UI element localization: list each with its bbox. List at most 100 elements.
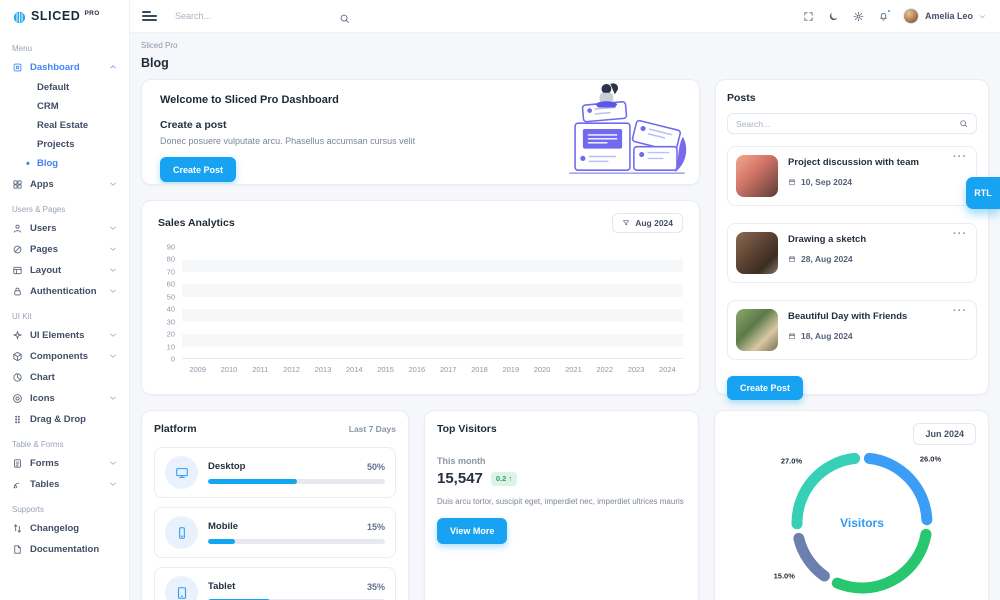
box-icon: [12, 351, 23, 362]
search-icon[interactable]: [339, 11, 350, 23]
sidebar-section-label: UI Kit: [12, 312, 32, 321]
drag-handle-icon: [12, 414, 23, 425]
notifications-icon[interactable]: [878, 8, 891, 22]
welcome-body: Donec posuere vulputate arcu. Phasellus …: [160, 136, 416, 146]
sidebar-section-label: Supports: [12, 505, 45, 514]
post-thumbnail: [736, 232, 778, 274]
sidebar-subitem-real-estate[interactable]: Real Estate: [37, 120, 89, 131]
sidebar-item-icons[interactable]: Icons: [12, 388, 117, 408]
post-options-icon[interactable]: ···: [953, 151, 967, 163]
spark-icon: [12, 330, 23, 341]
post-options-icon[interactable]: ···: [953, 228, 967, 240]
platform-percent: 15%: [366, 521, 385, 532]
desktop-icon: [175, 466, 189, 480]
sidebar-item-changelog[interactable]: Changelog: [12, 518, 117, 538]
post-item-drawing-a-sketch[interactable]: Drawing a sketch 28, Aug 2024 ···: [727, 223, 977, 283]
sidebar-subitem-default[interactable]: Default: [37, 82, 70, 93]
donut-segment-label: 26.0%: [919, 454, 942, 464]
y-tick-label: 80: [166, 254, 175, 264]
sidebar-item-label: Layout: [30, 264, 62, 276]
donut-segment-32.0%: [831, 528, 932, 594]
view-more-button[interactable]: View More: [437, 518, 508, 544]
settings-icon[interactable]: [853, 11, 864, 22]
x-tick-label: 2013: [314, 365, 332, 374]
y-tick-label: 10: [166, 342, 175, 352]
progress-fill: [208, 479, 297, 484]
sidebar-item-pages[interactable]: Pages: [12, 239, 117, 259]
sales-analytics-card: Sales Analytics Aug 2024 90 80 70 60 50 40 30 2…: [141, 200, 700, 395]
donut-center-label: Visitors: [840, 516, 884, 530]
create-post-button[interactable]: Create Post: [160, 157, 237, 182]
file-icon: [12, 544, 23, 555]
donut-segment-27.0%: [791, 452, 861, 530]
sidebar-item-components[interactable]: Components: [12, 346, 117, 366]
sidebar-item-drag-drop[interactable]: Drag & Drop: [12, 409, 117, 429]
user-menu[interactable]: Amelia Leo: [902, 8, 986, 24]
create-post-button[interactable]: Create Post: [727, 376, 804, 400]
sidebar-subitem-blog[interactable]: Blog: [26, 154, 117, 173]
post-item-beautiful-day-with-friends[interactable]: Beautiful Day with Friends 18, Aug 2024 ··…: [727, 300, 977, 360]
chevron-down-icon: [979, 13, 986, 20]
sidebar-item-forms[interactable]: Forms: [12, 453, 117, 473]
welcome-subtitle: Create a post: [160, 119, 227, 131]
sidebar-subitem-projects[interactable]: Projects: [37, 139, 75, 150]
menu-toggle-icon[interactable]: [142, 8, 157, 24]
y-tick-label: 90: [166, 242, 175, 252]
sidebar-section-label: Users & Pages: [12, 205, 66, 214]
sales-filter-button[interactable]: Aug 2024: [612, 213, 683, 233]
sidebar-item-layout[interactable]: Layout: [12, 260, 117, 280]
fullscreen-icon[interactable]: [803, 11, 814, 22]
donut-segment-label: 15.0%: [773, 571, 795, 581]
y-tick-label: 70: [166, 267, 175, 277]
sidebar-item-documentation[interactable]: Documentation: [12, 539, 117, 559]
rss-icon: [12, 479, 23, 490]
post-date: 10, Sep 2024: [801, 177, 853, 187]
sidebar-item-label: Apps: [30, 178, 54, 190]
x-tick-label: 2018: [471, 365, 488, 374]
chevron-down-icon: [109, 480, 117, 488]
welcome-title: Welcome to Sliced Pro Dashboard: [160, 94, 339, 106]
sidebar-subitem-crm[interactable]: CRM: [37, 101, 59, 112]
top-visitors-card: Top Visitors This month 15,547 0.2 ↑ Dui…: [424, 410, 699, 600]
global-search-input[interactable]: [175, 11, 325, 21]
sidebar-item-label: Icons: [30, 392, 55, 404]
rtl-toggle-button[interactable]: RTL: [966, 177, 1000, 209]
y-tick-label: 50: [166, 292, 175, 302]
y-axis: 90 80 70 60 50 40 30 20 10 0: [158, 243, 182, 364]
sidebar-item-ui-elements[interactable]: UI Elements: [12, 325, 117, 345]
sidebar-item-authentication[interactable]: Authentication: [12, 281, 117, 301]
post-title: Beautiful Day with Friends: [788, 311, 908, 322]
y-tick-label: 0: [170, 354, 175, 364]
visitors-period-button[interactable]: Jun 2024: [913, 423, 976, 445]
y-tick-label: 40: [166, 304, 175, 314]
x-tick-label: 2023: [627, 365, 645, 374]
chart-icon: [12, 372, 23, 383]
apps-icon: [12, 179, 23, 190]
sidebar-item-users[interactable]: Users: [12, 218, 117, 238]
donut-segment-15.0%: [793, 532, 830, 582]
sidebar-item-tables[interactable]: Tables: [12, 474, 117, 494]
post-title: Project discussion with team: [788, 157, 919, 168]
layout-icon: [12, 265, 23, 276]
x-tick-label: 2011: [252, 365, 269, 374]
sidebar-item-label: Authentication: [30, 285, 97, 297]
post-thumbnail: [736, 309, 778, 351]
post-item-project-discussion-with-team[interactable]: Project discussion with team 10, Sep 2024…: [727, 146, 977, 206]
x-tick-label: 2022: [596, 365, 614, 374]
sidebar-item-dashboard[interactable]: Dashboard: [12, 57, 117, 77]
arrows-up-down-icon: [12, 523, 23, 534]
posts-search-input[interactable]: [736, 118, 959, 129]
brand-logo[interactable]: SLICED PRO: [12, 9, 117, 33]
sidebar-item-apps[interactable]: Apps: [12, 174, 117, 194]
chevron-down-icon: [109, 266, 117, 274]
post-options-icon[interactable]: ···: [953, 305, 967, 317]
breadcrumb[interactable]: Sliced Pro: [141, 41, 178, 50]
filter-icon: [622, 219, 630, 227]
progress-track: [208, 539, 385, 544]
x-tick-label: 2024: [659, 365, 676, 374]
x-tick-label: 2012: [283, 365, 300, 374]
dark-mode-icon[interactable]: [828, 11, 839, 22]
sidebar-item-chart[interactable]: Chart: [12, 367, 117, 387]
search-icon[interactable]: [959, 119, 968, 128]
post-title: Drawing a sketch: [788, 234, 867, 245]
